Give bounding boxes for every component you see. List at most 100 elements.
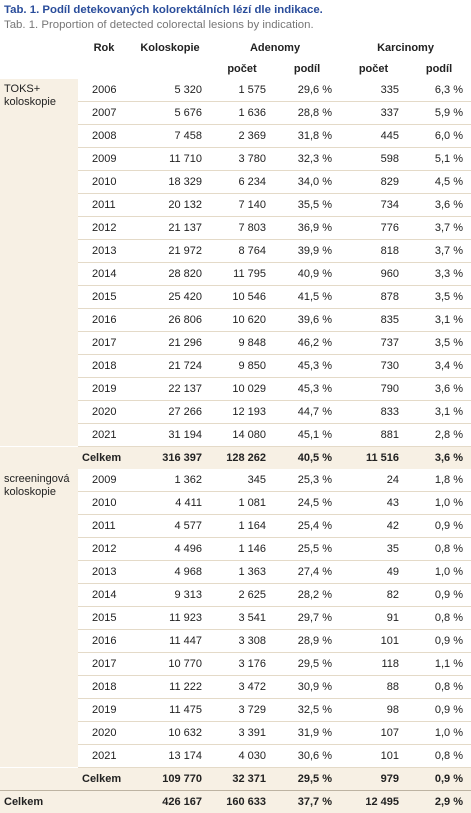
header-row-2: počet podíl počet podíl [0,58,471,79]
karcinomy-pocet-cell: 118 [340,653,407,676]
karcinomy-podil-cell: 3,4 % [407,355,471,378]
subtotal-cell: 0,9 % [407,768,471,791]
adenomy-podil-cell: 34,0 % [274,171,340,194]
karcinomy-pocet-cell: 960 [340,263,407,286]
header-koloskopie: Koloskopie [130,37,210,58]
year-cell: 2018 [78,355,130,378]
karcinomy-podil-cell: 3,7 % [407,217,471,240]
grand-total-cell: 2,9 % [407,791,471,813]
karcinomy-podil-cell: 1,0 % [407,722,471,745]
year-cell: 2014 [78,584,130,607]
subtotal-label: Celkem [78,447,130,470]
year-cell: 2010 [78,171,130,194]
grand-total-cell: 37,7 % [274,791,340,813]
karcinomy-pocet-cell: 101 [340,630,407,653]
karcinomy-pocet-cell: 335 [340,79,407,102]
karcinomy-pocet-cell: 833 [340,401,407,424]
subtotal-cell: 3,6 % [407,447,471,470]
adenomy-podil-cell: 39,9 % [274,240,340,263]
karcinomy-podil-cell: 0,9 % [407,699,471,722]
karcinomy-podil-cell: 3,6 % [407,194,471,217]
year-cell: 2021 [78,424,130,447]
year-cell: 2020 [78,722,130,745]
subtotal-cell: 109 770 [130,768,210,791]
karcinomy-pocet-cell: 337 [340,102,407,125]
adenomy-pocet-cell: 10 546 [210,286,274,309]
koloskopie-cell: 31 194 [130,424,210,447]
subtotal-cell: 40,5 % [274,447,340,470]
adenomy-pocet-cell: 3 472 [210,676,274,699]
koloskopie-cell: 4 496 [130,538,210,561]
karcinomy-pocet-cell: 790 [340,378,407,401]
adenomy-pocet-cell: 11 795 [210,263,274,286]
karcinomy-podil-cell: 3,1 % [407,309,471,332]
karcinomy-pocet-cell: 730 [340,355,407,378]
koloskopie-cell: 20 132 [130,194,210,217]
year-cell: 2016 [78,309,130,332]
subtotal-cell: 128 262 [210,447,274,470]
adenomy-pocet-cell: 3 176 [210,653,274,676]
adenomy-pocet-cell: 3 541 [210,607,274,630]
karcinomy-podil-cell: 6,0 % [407,125,471,148]
adenomy-pocet-cell: 10 029 [210,378,274,401]
koloskopie-cell: 28 820 [130,263,210,286]
karcinomy-pocet-cell: 835 [340,309,407,332]
karcinomy-podil-cell: 3,5 % [407,332,471,355]
karcinomy-podil-cell: 3,5 % [407,286,471,309]
adenomy-podil-cell: 29,5 % [274,653,340,676]
table-title: Tab. 1. Podíl detekovaných kolorektálníc… [4,3,467,18]
koloskopie-cell: 27 266 [130,401,210,424]
year-cell: 2009 [78,148,130,171]
adenomy-pocet-cell: 9 850 [210,355,274,378]
koloskopie-cell: 26 806 [130,309,210,332]
karcinomy-podil-cell: 3,3 % [407,263,471,286]
koloskopie-cell: 1 362 [130,469,210,492]
koloskopie-cell: 11 923 [130,607,210,630]
karcinomy-podil-cell: 5,1 % [407,148,471,171]
koloskopie-cell: 4 411 [130,492,210,515]
adenomy-pocet-cell: 9 848 [210,332,274,355]
koloskopie-cell: 10 632 [130,722,210,745]
adenomy-podil-cell: 32,5 % [274,699,340,722]
grand-total-cell: 160 633 [210,791,274,813]
year-cell: 2011 [78,194,130,217]
year-cell: 2010 [78,492,130,515]
koloskopie-cell: 4 577 [130,515,210,538]
karcinomy-pocet-cell: 737 [340,332,407,355]
koloskopie-cell: 10 770 [130,653,210,676]
year-cell: 2019 [78,699,130,722]
adenomy-podil-cell: 31,8 % [274,125,340,148]
karcinomy-podil-cell: 5,9 % [407,102,471,125]
adenomy-pocet-cell: 2 369 [210,125,274,148]
koloskopie-cell: 5 320 [130,79,210,102]
subtotal-cell: 979 [340,768,407,791]
koloskopie-cell: 21 972 [130,240,210,263]
adenomy-pocet-cell: 1 146 [210,538,274,561]
header-adenomy-podil: podíl [274,58,340,79]
karcinomy-pocet-cell: 35 [340,538,407,561]
year-cell: 2006 [78,79,130,102]
subtotal-cell: 11 516 [340,447,407,470]
subtotal-label: Celkem [78,768,130,791]
table-caption: Tab. 1. Podíl detekovaných kolorektálníc… [0,0,471,37]
koloskopie-cell: 5 676 [130,102,210,125]
header-adenomy-pocet: počet [210,58,274,79]
year-cell: 2012 [78,217,130,240]
year-cell: 2017 [78,332,130,355]
karcinomy-pocet-cell: 42 [340,515,407,538]
subtotal-cell: 32 371 [210,768,274,791]
karcinomy-pocet-cell: 98 [340,699,407,722]
karcinomy-podil-cell: 1,8 % [407,469,471,492]
adenomy-podil-cell: 29,7 % [274,607,340,630]
karcinomy-pocet-cell: 88 [340,676,407,699]
karcinomy-pocet-cell: 829 [340,171,407,194]
adenomy-pocet-cell: 3 780 [210,148,274,171]
adenomy-podil-cell: 45,3 % [274,378,340,401]
karcinomy-pocet-cell: 101 [340,745,407,768]
karcinomy-pocet-cell: 82 [340,584,407,607]
adenomy-podil-cell: 25,4 % [274,515,340,538]
header-karcinomy-pocet: počet [340,58,407,79]
